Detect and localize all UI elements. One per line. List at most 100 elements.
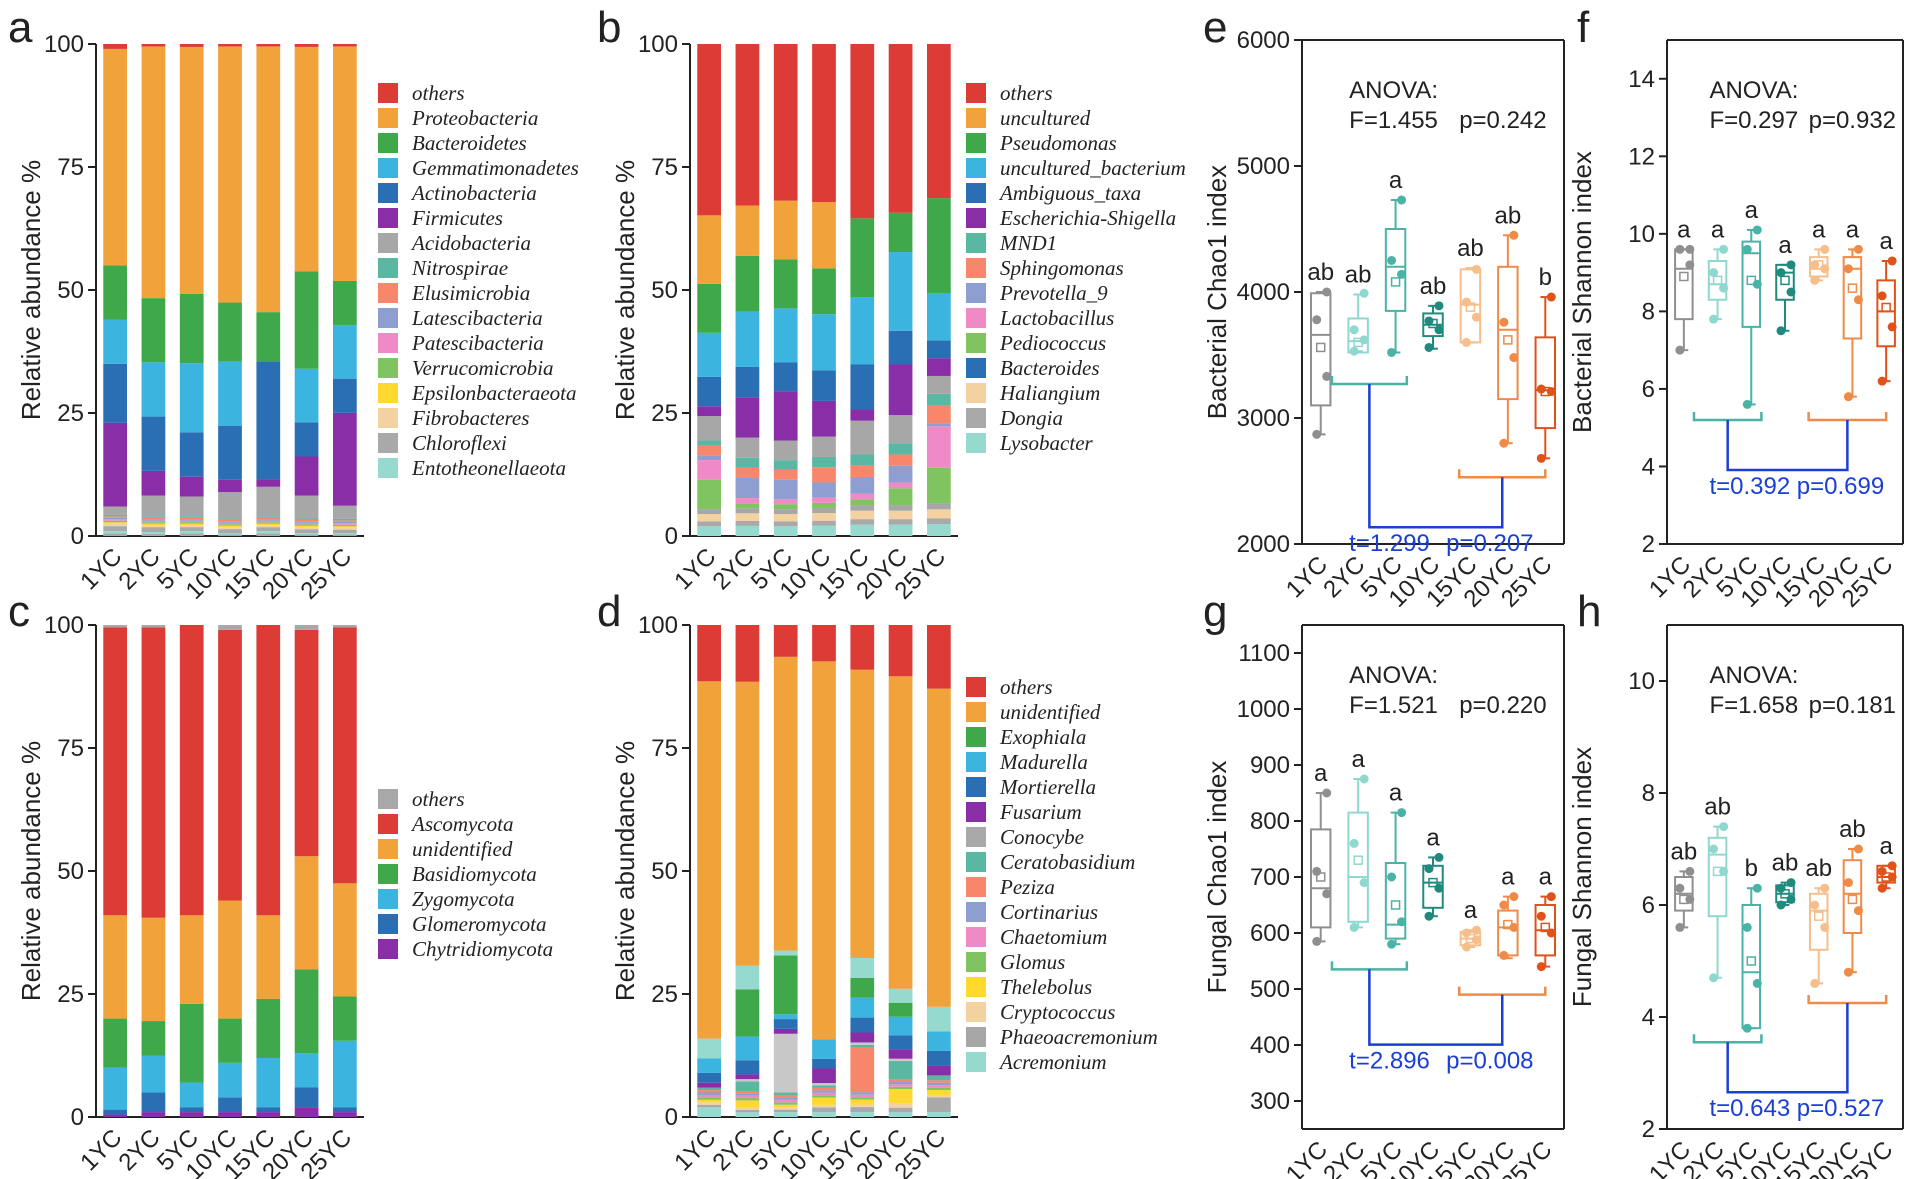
- bar-segment: [103, 520, 128, 523]
- y-tick-label: 100: [44, 612, 84, 639]
- bar-segment: [179, 293, 204, 364]
- bar-segment: [256, 519, 281, 521]
- sig-letter: a: [1464, 897, 1478, 924]
- bar-segment: [735, 625, 760, 682]
- data-point: [1675, 244, 1685, 254]
- bar-segment: [926, 1082, 951, 1086]
- bar-segment: [735, 1098, 760, 1101]
- bar-segment: [332, 883, 357, 997]
- bar-segment: [218, 492, 242, 519]
- bar-segment: [332, 378, 357, 413]
- legend-swatch: [966, 777, 986, 797]
- bar-segment: [850, 625, 875, 670]
- sig-letter: ab: [1671, 838, 1698, 865]
- legend-swatch: [378, 458, 398, 478]
- bar-segment: [850, 1032, 875, 1043]
- legend-swatch: [966, 752, 986, 772]
- bar-segment: [256, 44, 281, 47]
- sig-letter: ab: [1704, 794, 1731, 821]
- legend-swatch: [966, 977, 986, 997]
- bar-segment: [773, 1094, 798, 1098]
- bar-segment: [256, 527, 281, 532]
- data-point: [1887, 872, 1897, 882]
- bar-segment: [850, 297, 875, 365]
- bar-segment: [735, 1112, 760, 1117]
- legend-swatch: [966, 1027, 986, 1047]
- bar-segment: [218, 302, 242, 362]
- sig-letter: ab: [1457, 235, 1484, 262]
- data-point: [1471, 925, 1481, 935]
- bar-segment: [888, 1103, 913, 1108]
- bar-segment: [218, 533, 242, 535]
- panel-letter-d: d: [597, 587, 621, 636]
- bar-segment: [926, 44, 951, 199]
- bar-segment: [812, 1039, 836, 1059]
- legend-label: Firmicutes: [411, 206, 503, 230]
- bar-segment: [735, 1090, 760, 1094]
- data-point: [1843, 392, 1853, 402]
- bar-segment: [332, 529, 357, 534]
- bar-segment: [103, 1109, 128, 1115]
- data-point: [1709, 268, 1719, 278]
- bar-segment: [850, 997, 875, 1018]
- bar-segment: [926, 1065, 951, 1076]
- mean-marker: [1428, 877, 1438, 888]
- y-tick-label: 8: [1642, 298, 1655, 325]
- bar-segment: [888, 505, 913, 511]
- anova-p: p=0.220: [1459, 692, 1546, 719]
- data-point: [1424, 316, 1434, 326]
- bar-segment: [773, 460, 798, 470]
- bar-segment: [773, 1092, 798, 1095]
- bar-segment: [888, 488, 913, 506]
- bar-segment: [812, 1090, 836, 1093]
- sig-letter: a: [1426, 824, 1440, 851]
- legend-label: Sphingomonas: [1000, 256, 1124, 280]
- bar-segment: [141, 525, 166, 528]
- bar-segment: [179, 520, 204, 523]
- bar-segment: [812, 1092, 836, 1096]
- bar-segment: [812, 482, 836, 498]
- bar-segment: [697, 1104, 722, 1108]
- legend-swatch: [378, 383, 398, 403]
- box: [1842, 859, 1863, 935]
- y-tick-label: 2: [1642, 1116, 1655, 1143]
- bar-segment: [888, 1112, 913, 1117]
- legend-swatch: [966, 702, 986, 722]
- data-point: [1742, 922, 1752, 932]
- bar-segment: [697, 681, 722, 1039]
- bar-segment: [256, 523, 281, 526]
- data-point: [1536, 384, 1546, 394]
- bar-segment: [735, 397, 760, 438]
- bar-segment: [256, 625, 281, 916]
- bar-segment: [332, 1040, 357, 1108]
- data-point: [1685, 244, 1695, 254]
- bar-segment: [697, 1072, 722, 1083]
- anova-f: F=1.521: [1349, 692, 1438, 719]
- bar-segment: [697, 440, 722, 446]
- bar-segment: [256, 1107, 281, 1113]
- bar-segment: [812, 1095, 836, 1098]
- bar-segment: [850, 957, 875, 978]
- data-point: [1322, 889, 1332, 899]
- bar-segment: [773, 1104, 798, 1108]
- bar-segment: [926, 1080, 951, 1083]
- bar-segment: [218, 518, 242, 520]
- bar-segment: [888, 454, 913, 466]
- bar-segment: [812, 370, 836, 401]
- bar-segment: [697, 406, 722, 417]
- bar-segment: [850, 476, 875, 494]
- data-point: [1359, 288, 1369, 298]
- bar-segment: [332, 520, 357, 522]
- data-point: [1877, 291, 1887, 301]
- bar-segment: [773, 1112, 798, 1117]
- bar-segment: [141, 522, 166, 524]
- bar-segment: [294, 969, 319, 1054]
- bar-segment: [735, 1100, 760, 1108]
- data-point: [1786, 287, 1796, 297]
- box: [1707, 836, 1728, 918]
- data-point: [1709, 973, 1719, 983]
- bar-segment: [812, 513, 836, 521]
- legend-label: Haliangium: [999, 381, 1100, 405]
- ttest-connector: [1368, 383, 1504, 529]
- mean-marker: [1712, 275, 1723, 286]
